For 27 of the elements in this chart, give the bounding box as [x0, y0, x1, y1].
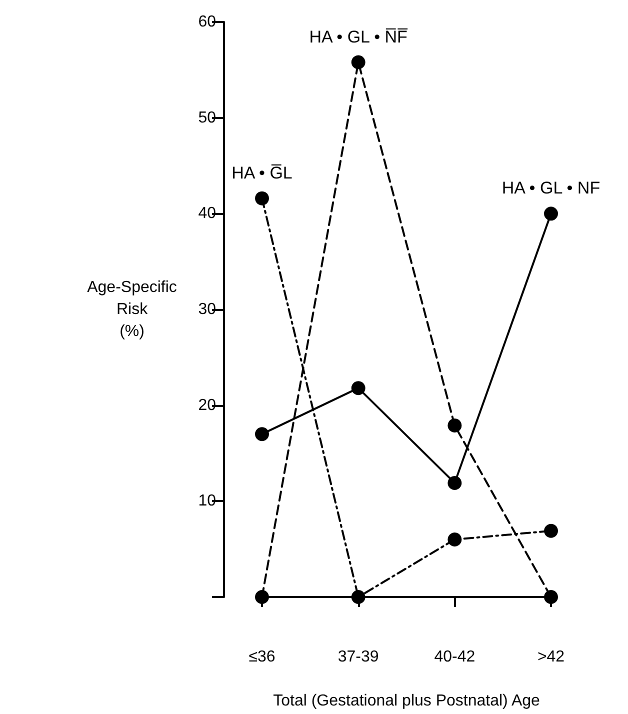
- series-label: HA • G̅L: [232, 163, 292, 182]
- x-tick-label: ≤36: [248, 648, 276, 666]
- point: [351, 381, 366, 396]
- point: [544, 524, 558, 538]
- y-tick-label: 60: [198, 14, 216, 30]
- x-axis-title: Total (Gestational plus Postnatal) Age: [273, 692, 540, 710]
- y-tick-label: 10: [198, 492, 216, 510]
- x-tick-label: 37-39: [338, 648, 379, 666]
- point: [255, 427, 269, 442]
- point: [351, 590, 366, 604]
- y-tick-label: 20: [198, 396, 216, 414]
- y-axis-title: Age-Specific Risk (%): [87, 279, 177, 340]
- point: [448, 532, 462, 546]
- point: [448, 418, 462, 432]
- x-tick-label: >42: [537, 648, 565, 666]
- point: [351, 55, 366, 70]
- point: [544, 590, 558, 604]
- series-label: HA • GL • N̅F̅: [309, 27, 408, 46]
- point: [255, 590, 269, 604]
- point: [255, 191, 269, 206]
- point: [448, 476, 462, 490]
- y-tick-label: 30: [198, 301, 216, 318]
- point: [544, 206, 558, 221]
- x-tick-label: 40-42: [434, 648, 476, 666]
- y-tick-label: 40: [198, 205, 216, 222]
- series-label: HA • GL • NF: [502, 178, 600, 198]
- y-tick-label: 50: [198, 109, 216, 126]
